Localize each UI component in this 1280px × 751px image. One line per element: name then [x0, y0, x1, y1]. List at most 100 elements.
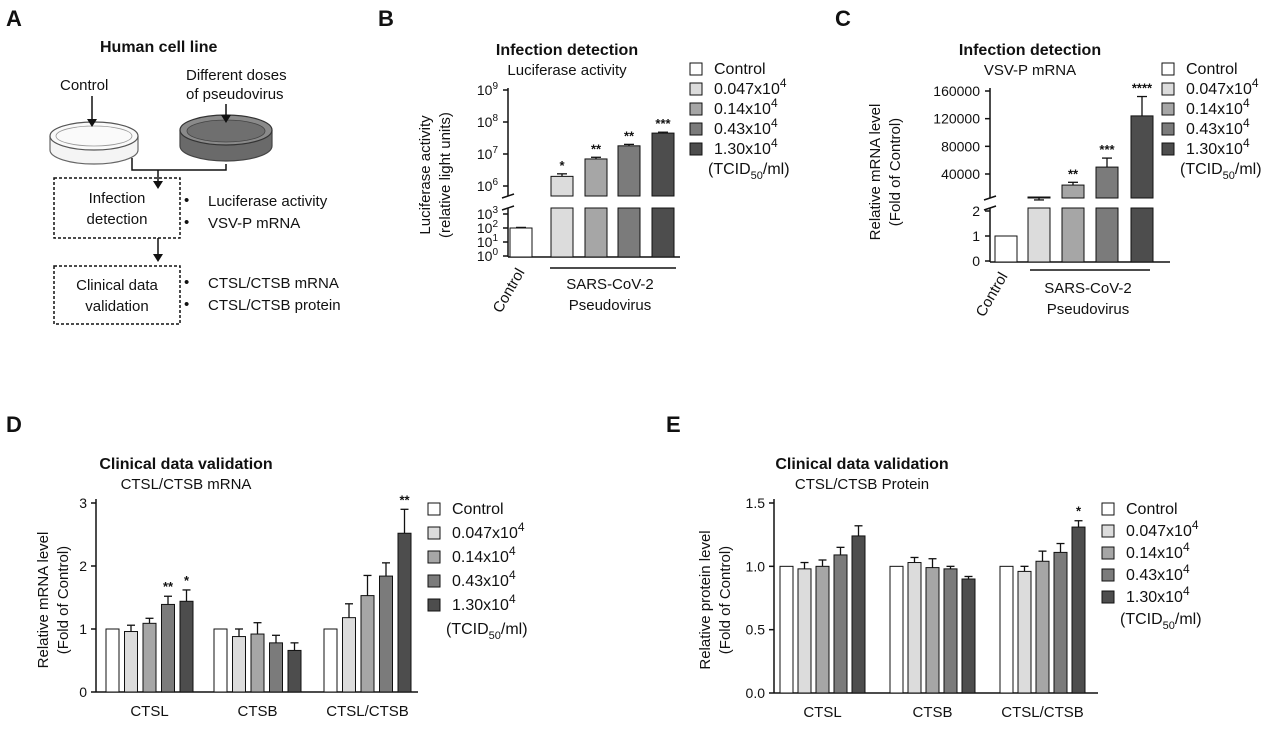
legend-swatch	[1101, 546, 1115, 560]
bar	[1095, 207, 1119, 263]
bar	[797, 568, 812, 694]
legend-swatch	[1161, 102, 1175, 116]
legend-swatch	[689, 62, 703, 76]
chart-title: Clinical data validation	[99, 456, 272, 473]
y-axis-label: (Fold of Control)	[887, 118, 904, 226]
bar	[833, 554, 848, 694]
control-label: Control	[60, 77, 108, 94]
bar	[550, 207, 574, 258]
bar	[617, 145, 641, 197]
y-axis-label: Relative protein level	[697, 530, 714, 669]
panel-letter-a: A	[6, 6, 22, 31]
x-tick-label: CTSL	[130, 703, 168, 720]
bar	[779, 565, 794, 694]
legend-units: (TCID50/ml)	[446, 621, 528, 642]
bar	[1053, 551, 1068, 694]
legend-units: (TCID50/ml)	[1180, 161, 1262, 182]
significance-marker: **	[591, 141, 602, 156]
panel-letter-c: C	[835, 6, 851, 31]
bar	[1130, 115, 1154, 199]
box1-line1: Infection	[89, 190, 146, 207]
axis-break-mark	[501, 205, 515, 211]
y-tick-label: 120000	[933, 111, 980, 127]
legend-label: 0.14x104	[1186, 96, 1250, 118]
bar	[907, 562, 922, 694]
axis-break-mark	[983, 195, 997, 201]
legend-label: Control	[452, 501, 504, 518]
y-axis-label: (Fold of Control)	[55, 546, 72, 654]
legend-label: 0.047x104	[1126, 518, 1199, 540]
bar	[323, 628, 338, 693]
chart-b: B Infection detection Luciferase activity L…	[378, 6, 790, 316]
bar	[1071, 526, 1086, 694]
bar	[213, 628, 228, 693]
legend-swatch	[1101, 524, 1115, 538]
bar	[179, 600, 194, 693]
legend-label: 1.30x104	[714, 136, 778, 158]
bar	[397, 532, 412, 693]
dose-label-line2: of pseudovirus	[186, 86, 284, 103]
bar	[360, 595, 375, 693]
legend-label: 0.047x104	[452, 520, 525, 542]
chart-title: Infection detection	[496, 42, 638, 59]
legend-swatch	[427, 574, 441, 588]
bar	[1017, 570, 1032, 694]
chart-e: E Clinical data validation CTSL/CTSB Prote…	[666, 412, 1202, 721]
y-tick-label: 0	[79, 684, 87, 700]
bar	[1061, 184, 1085, 199]
box1-line2: detection	[87, 211, 148, 228]
y-tick-label: 2	[972, 203, 980, 219]
significance-marker: **	[1068, 166, 1079, 181]
box1-item-1: Luciferase activity	[208, 193, 328, 210]
bar	[124, 631, 138, 693]
legend-swatch	[427, 550, 441, 564]
arrow-icon	[87, 96, 231, 127]
legend-swatch	[689, 82, 703, 96]
infection-detection-box	[53, 177, 181, 239]
chart-title: Infection detection	[959, 42, 1101, 59]
x-tick-label: CTSB	[237, 703, 277, 720]
x-tick-label: Control	[973, 270, 1012, 320]
bullet: •	[184, 192, 189, 209]
legend-label: Control	[714, 61, 766, 78]
significance-marker: *	[559, 158, 565, 173]
y-tick-label: 107	[477, 145, 499, 162]
legend-label: 0.047x104	[1186, 76, 1259, 98]
y-axis-label: Luciferase activity	[417, 115, 434, 235]
legend-swatch	[427, 526, 441, 540]
bar	[250, 633, 265, 693]
bar	[550, 175, 574, 197]
legend-swatch	[1161, 142, 1175, 156]
group-label: Pseudovirus	[569, 297, 652, 314]
chart-d: D Clinical data validation CTSL/CTSB mRNA R…	[6, 412, 528, 720]
bullet: •	[184, 214, 189, 231]
y-tick-label: 3	[79, 495, 87, 511]
significance-marker: *	[184, 573, 190, 588]
panel-letter-d: D	[6, 412, 22, 437]
y-tick-label: 160000	[933, 83, 980, 99]
chart-subtitle: VSV-P mRNA	[984, 62, 1076, 79]
legend-swatch	[689, 142, 703, 156]
y-tick-label: 1	[79, 621, 87, 637]
bar	[651, 207, 675, 258]
legend-label: 0.047x104	[714, 76, 787, 98]
x-tick-label: CTSL/CTSB	[1001, 704, 1084, 721]
chart-title: Clinical data validation	[775, 456, 948, 473]
y-tick-label: 1.5	[746, 495, 766, 511]
legend-units: (TCID50/ml)	[1120, 611, 1202, 632]
x-tick-label: Control	[490, 266, 529, 316]
bar	[287, 649, 302, 693]
bar	[232, 636, 246, 693]
y-tick-label: 0.0	[746, 685, 766, 701]
legend-swatch	[1101, 502, 1115, 516]
significance-marker: **	[399, 492, 410, 507]
y-tick-label: 106	[477, 177, 499, 194]
box1-item-2: VSV-P mRNA	[208, 215, 300, 232]
bar	[269, 642, 283, 693]
dose-label-line1: Different doses	[186, 67, 287, 84]
y-tick-label: 100	[477, 247, 499, 264]
x-tick-label: CTSB	[912, 704, 952, 721]
legend-swatch	[1161, 122, 1175, 136]
bar	[1035, 560, 1050, 694]
bar	[943, 568, 958, 694]
